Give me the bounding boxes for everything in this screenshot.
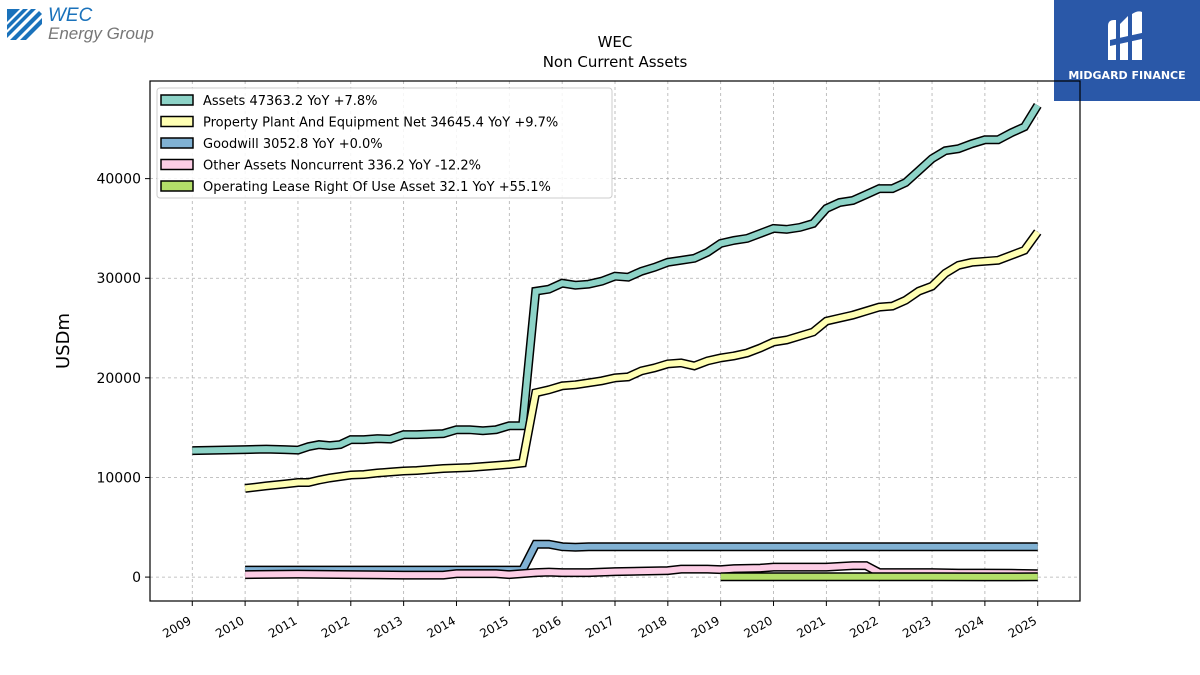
- x-tick-label: 2025: [1006, 613, 1039, 640]
- chart-subtitle: Non Current Assets: [543, 53, 688, 71]
- x-tick-label: 2022: [847, 613, 880, 640]
- legend: Assets 47363.2 YoY +7.8% Property Plant A…: [156, 87, 613, 199]
- midgard-finance-logo: MIDGARD FINANCE: [1054, 0, 1200, 101]
- x-tick-label: 2015: [477, 613, 510, 640]
- series-line-2: [245, 541, 1038, 574]
- wec-energy-group-logo: WEC Energy Group: [6, 6, 166, 46]
- legend-label-4: Operating Lease Right Of Use Asset 32.1 …: [203, 180, 551, 195]
- x-tick-label: 2016: [530, 613, 563, 640]
- wec-logo-mark: [6, 6, 44, 42]
- x-tick-label: 2014: [425, 613, 458, 640]
- legend-label-1: Property Plant And Equipment Net 34645.4…: [203, 116, 558, 131]
- y-tick-label: 0: [132, 570, 141, 586]
- legend-label-2: Goodwill 3052.8 YoY +0.0%: [203, 137, 383, 152]
- series-line-0: [192, 103, 1041, 454]
- x-tick-label: 2024: [953, 613, 986, 640]
- x-tick-label: 2011: [266, 613, 299, 640]
- x-axis: 2009 2010 2011 2012 2013 2014 2015 2016 2017 2018…: [160, 601, 1039, 641]
- x-tick-label: 2013: [372, 613, 405, 640]
- x-tick-label: 2023: [900, 613, 933, 640]
- legend-swatch-4: [160, 180, 194, 192]
- x-tick-label: 2019: [689, 613, 722, 640]
- legend-box: [156, 87, 613, 199]
- midgard-logo-mark: [1108, 11, 1146, 61]
- x-tick-label: 2010: [213, 613, 246, 640]
- y-tick-label: 20000: [96, 371, 141, 387]
- y-axis-label: USDm: [53, 313, 74, 369]
- y-tick-label: 10000: [96, 470, 141, 486]
- wec-logo-subtitle: Energy Group: [48, 24, 154, 43]
- x-tick-label: 2012: [319, 613, 352, 640]
- x-tick-label: 2018: [636, 613, 669, 640]
- y-tick-label: 30000: [96, 271, 141, 287]
- legend-label-0: Assets 47363.2 YoY +7.8%: [203, 94, 378, 109]
- legend-swatch-3: [160, 158, 194, 171]
- x-tick-label: 2020: [742, 613, 775, 640]
- x-tick-label: 2009: [160, 613, 193, 640]
- y-axis: 0 10000 20000 30000 40000: [96, 172, 150, 586]
- legend-swatch-2: [160, 137, 194, 149]
- x-tick-label: 2017: [583, 613, 616, 640]
- x-tick-label: 2021: [794, 613, 827, 640]
- chart-title: WEC: [598, 33, 633, 51]
- legend-label-3: Other Assets Noncurrent 336.2 YoY -12.2%: [203, 159, 481, 174]
- y-tick-label: 40000: [96, 172, 141, 188]
- legend-swatch-0: [160, 94, 194, 106]
- midgard-logo-text: MIDGARD FINANCE: [1068, 69, 1186, 82]
- series-layer: [192, 102, 1042, 582]
- legend-swatch-1: [160, 115, 194, 128]
- wec-logo-name: WEC: [48, 5, 93, 26]
- series-line-1: [244, 230, 1041, 492]
